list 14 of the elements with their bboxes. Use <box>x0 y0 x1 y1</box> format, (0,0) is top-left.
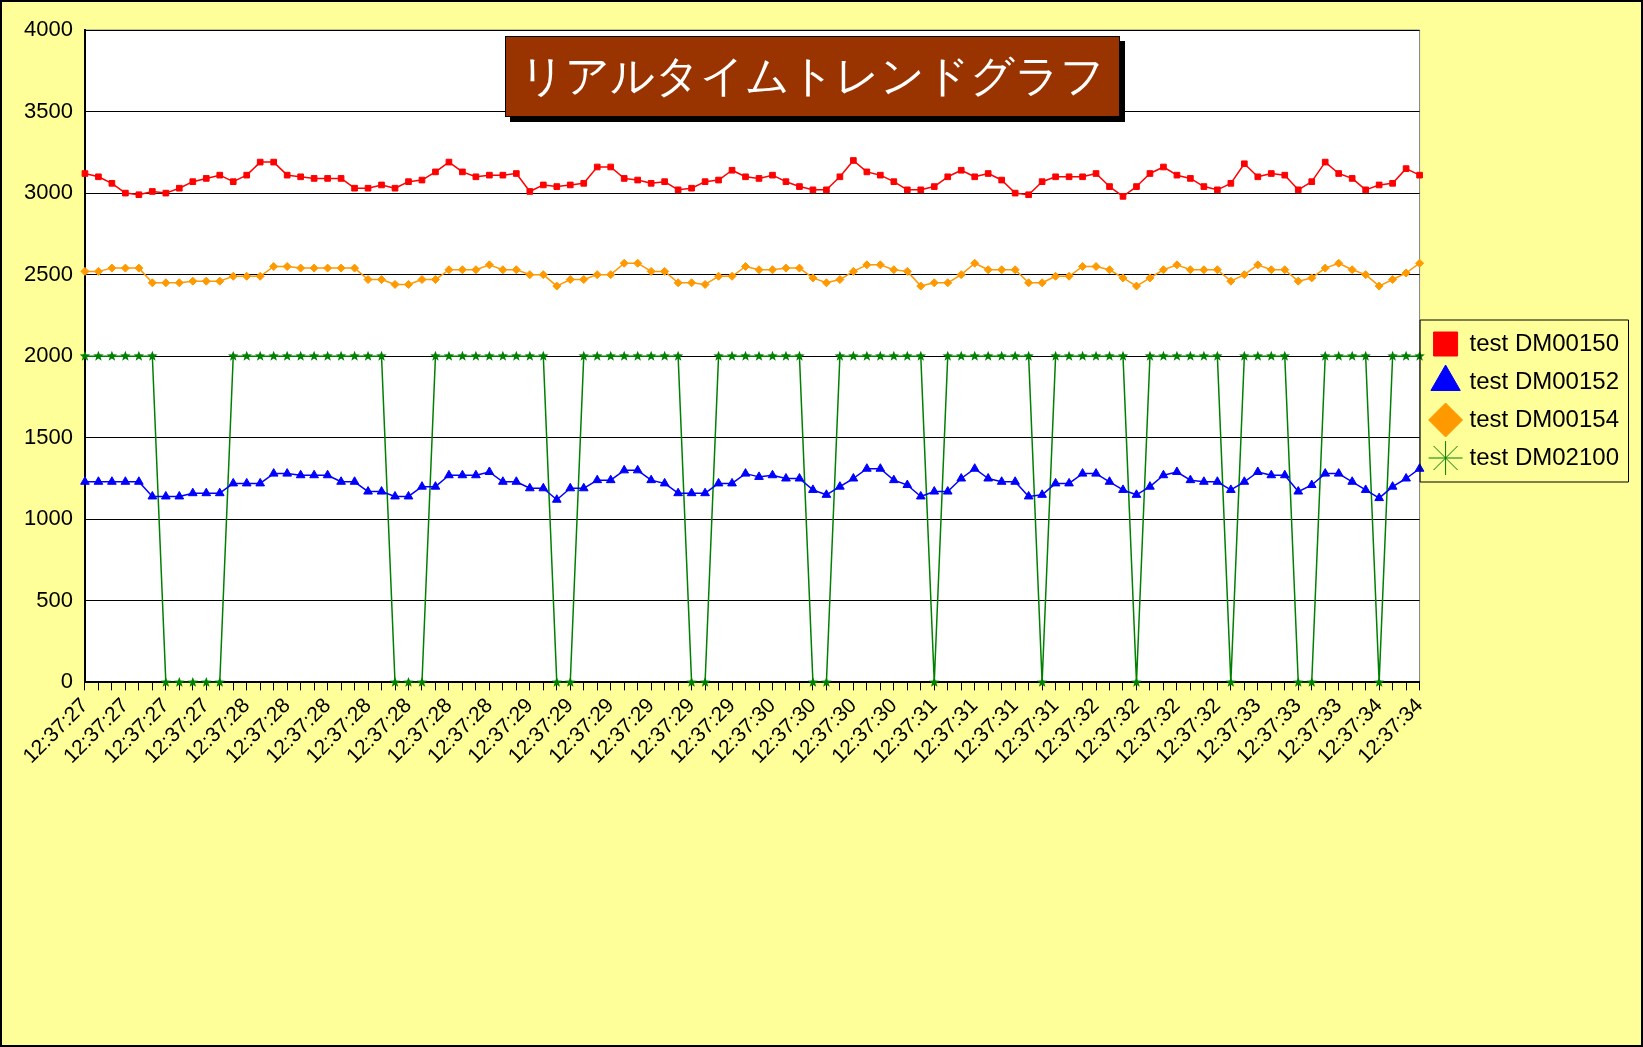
y-tick-label: 3000 <box>23 179 73 205</box>
y-tick-label: 3500 <box>23 97 73 123</box>
legend-label: test DM02100 <box>1469 442 1620 470</box>
y-tick-label: 1500 <box>23 423 73 449</box>
legend-label: test DM00152 <box>1469 366 1620 394</box>
y-tick-label: 500 <box>36 586 73 612</box>
y-tick-label: 2000 <box>23 342 73 368</box>
text: リアルタイムトレンドグラフ <box>505 36 1120 117</box>
y-tick-label: 1000 <box>23 505 73 531</box>
legend-label: test DM00154 <box>1469 404 1620 432</box>
y-tick-label: 2500 <box>23 260 73 286</box>
y-tick-label: 0 <box>60 668 73 694</box>
y-tick-label: 4000 <box>23 16 73 42</box>
legend-label: test DM00150 <box>1469 328 1620 356</box>
